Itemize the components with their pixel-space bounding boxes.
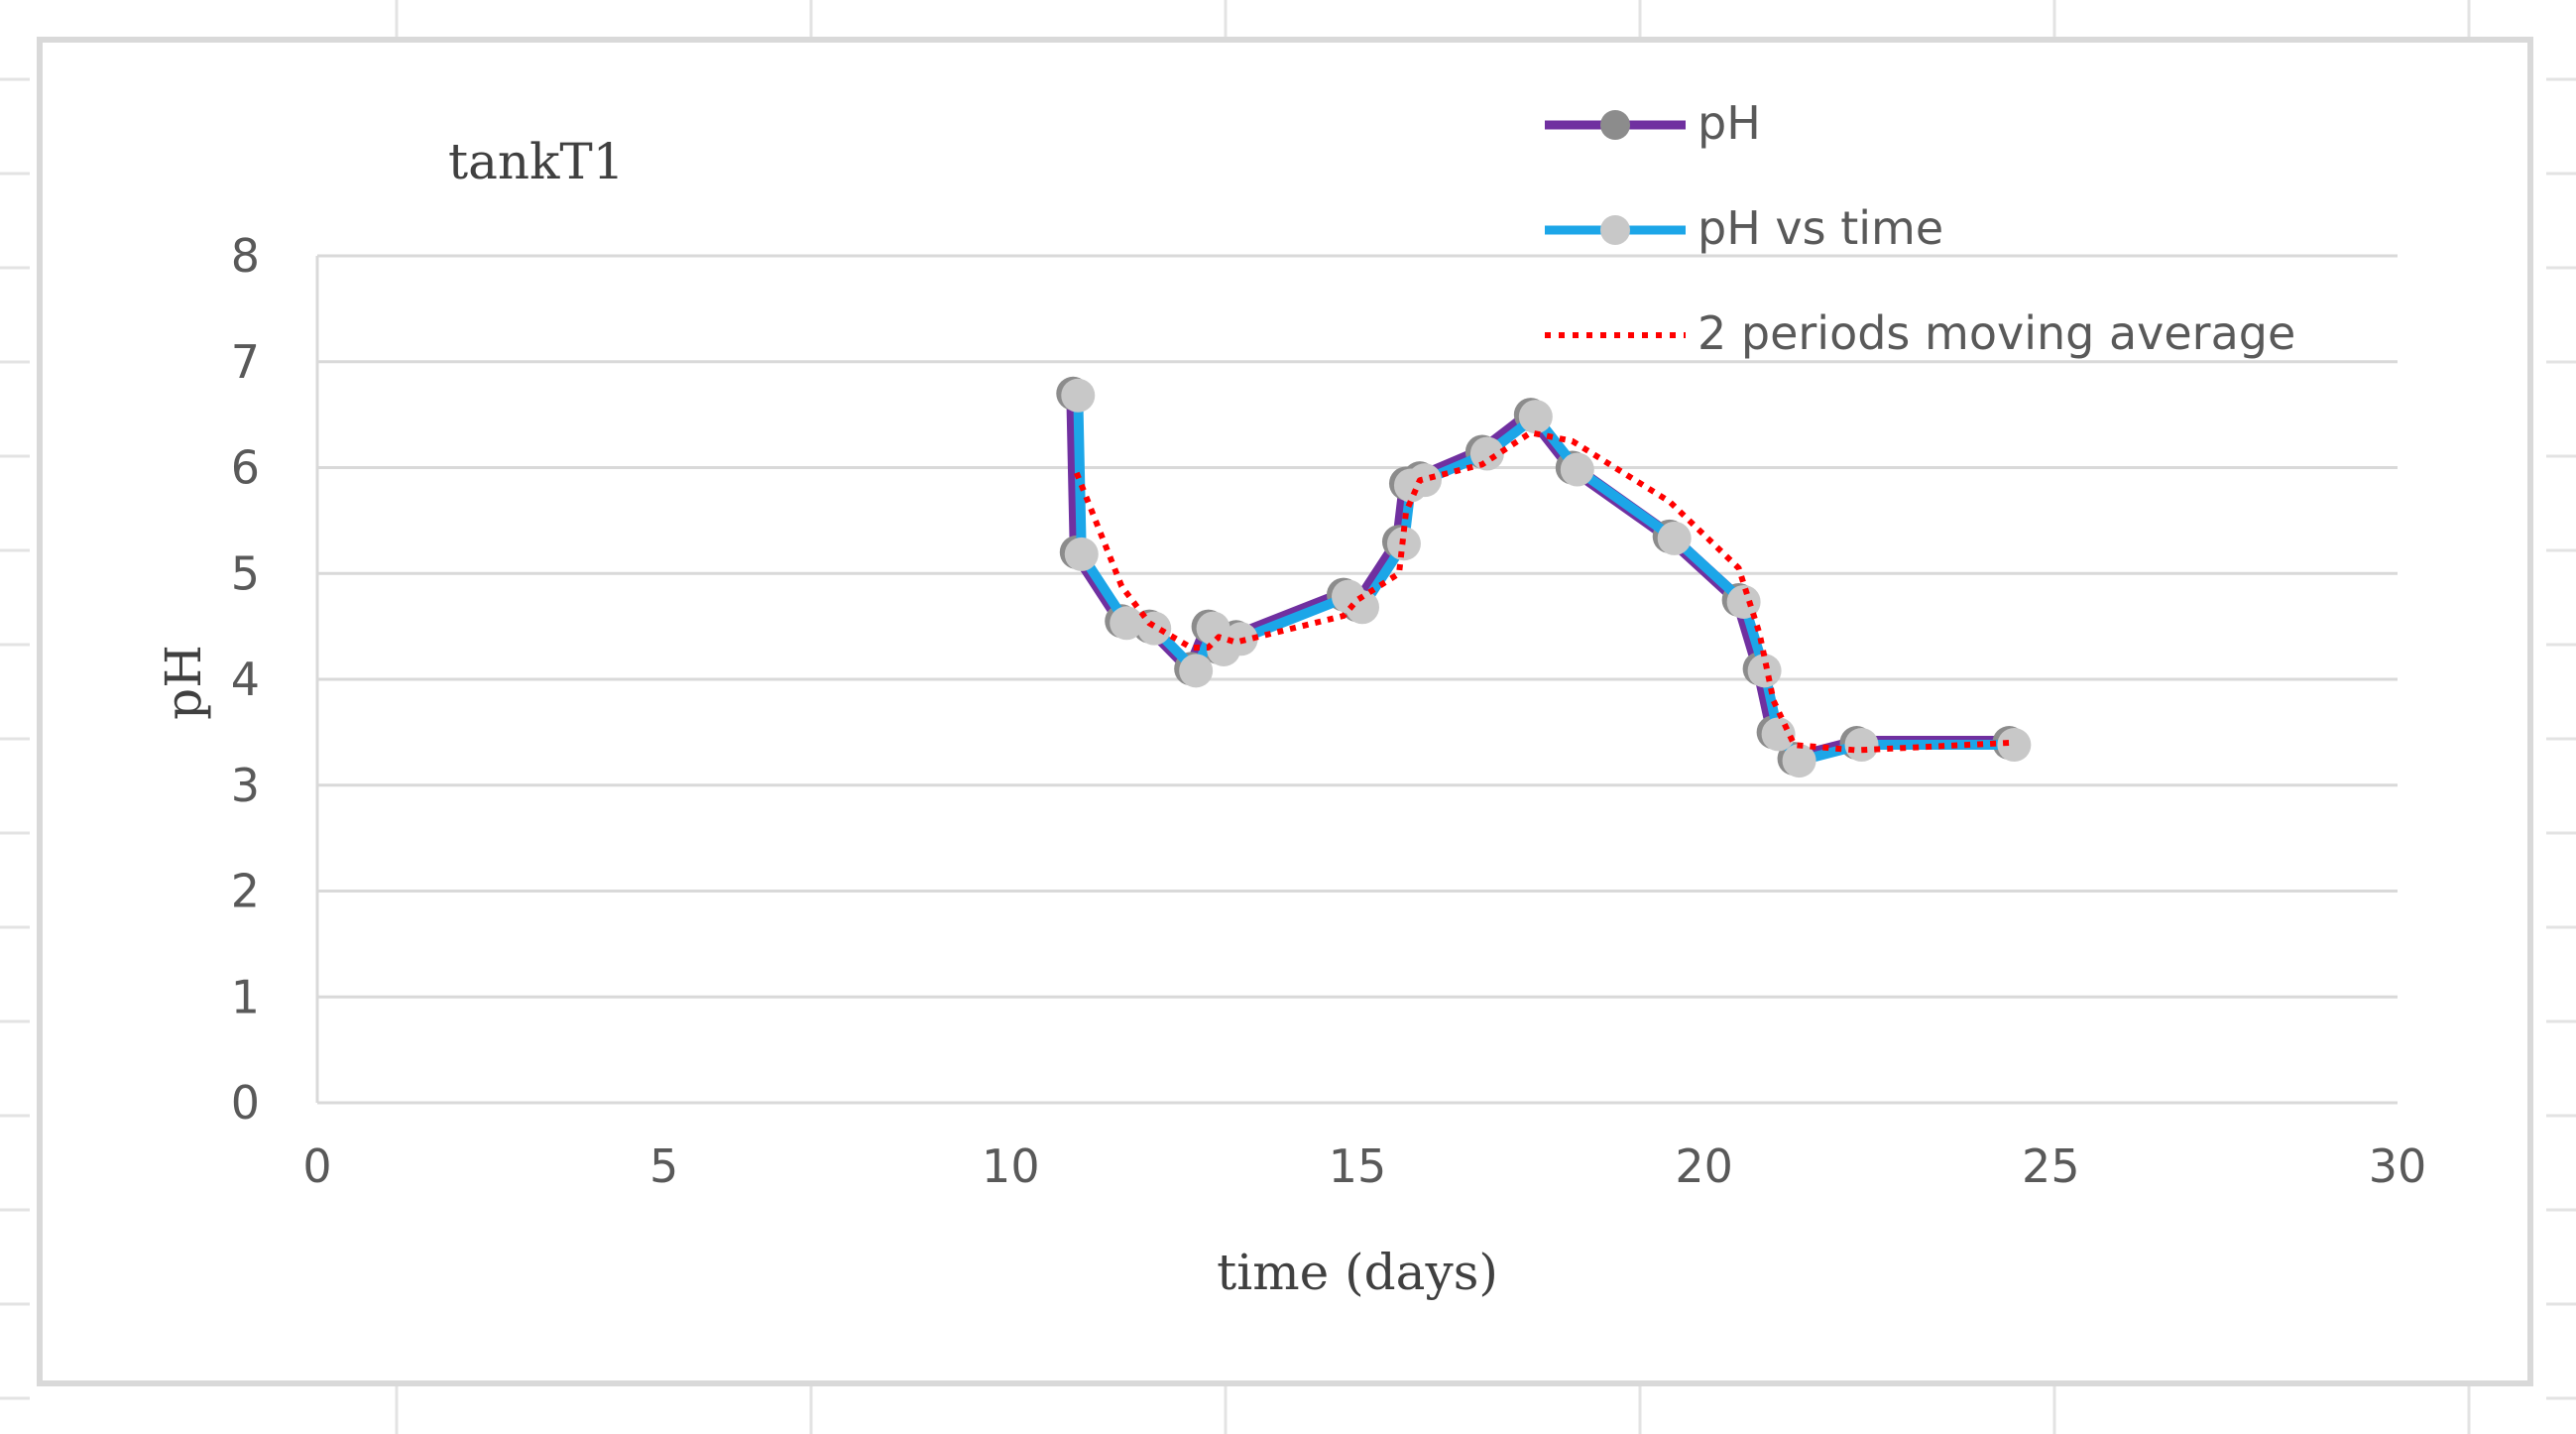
- x-tick-20: 20: [1675, 1139, 1733, 1193]
- point-ph-vs-time-13: [1469, 436, 1504, 471]
- x-tick-30: 30: [2369, 1139, 2427, 1193]
- series-line-moving-average: [1074, 429, 2010, 754]
- point-ph-vs-time-4: [1179, 654, 1214, 688]
- point-ph-vs-time-15: [1560, 452, 1594, 487]
- y-tick-1: 1: [231, 970, 260, 1023]
- point-ph-vs-time-17: [1726, 584, 1761, 619]
- chart-frame: [37, 37, 2533, 1386]
- y-tick-2: 2: [231, 865, 260, 918]
- y-tick-6: 6: [231, 441, 260, 495]
- point-ph-vs-time-14: [1518, 400, 1553, 434]
- point-ph-vs-time-22: [1997, 728, 2032, 763]
- point-ph-vs-time-18: [1747, 654, 1782, 688]
- y-tick-8: 8: [231, 229, 260, 283]
- point-ph-vs-time-2: [1110, 606, 1144, 641]
- legend-item-ph: pH: [1545, 96, 1761, 150]
- legend: pH pH vs time 2 periods moving average: [1545, 96, 2295, 360]
- x-axis-label: time (days): [1217, 1244, 1498, 1301]
- legend-item-moving-average: 2 periods moving average: [1545, 306, 2295, 360]
- legend-label-ph: pH: [1698, 96, 1761, 150]
- y-axis-label: pH: [155, 645, 212, 720]
- point-ph-vs-time-1: [1064, 537, 1099, 571]
- point-ph-vs-time-3: [1137, 611, 1172, 646]
- point-ph-vs-time-9: [1346, 590, 1379, 625]
- legend-label-moving-average: 2 periods moving average: [1698, 306, 2295, 360]
- legend-item-ph-vs-time: pH vs time: [1545, 201, 1943, 255]
- chart-title: tankT1: [448, 133, 625, 190]
- series-layer: [1056, 376, 2032, 778]
- point-ph-vs-time-0: [1061, 378, 1096, 413]
- y-tick-3: 3: [231, 759, 260, 812]
- point-ph-vs-time-16: [1657, 521, 1692, 555]
- x-tick-labels: 0 5 10 15 20 25 30: [302, 1139, 2426, 1193]
- y-tick-labels: 0 1 2 3 4 5 6 7 8: [231, 229, 260, 1130]
- y-tick-5: 5: [231, 546, 260, 600]
- y-tick-0: 0: [231, 1076, 260, 1130]
- x-tick-15: 15: [1329, 1139, 1387, 1193]
- point-ph-vs-time-12: [1407, 463, 1442, 498]
- plot-gridlines: [317, 254, 2398, 999]
- axes: [315, 256, 2398, 1105]
- x-tick-5: 5: [649, 1139, 678, 1193]
- legend-marker-ph-vs-time: [1600, 215, 1630, 245]
- point-ph-vs-time-21: [1844, 728, 1879, 763]
- legend-label-ph-vs-time: pH vs time: [1698, 201, 1943, 255]
- y-tick-7: 7: [231, 335, 260, 389]
- x-tick-10: 10: [982, 1139, 1040, 1193]
- point-ph-vs-time-19: [1761, 717, 1796, 752]
- x-tick-0: 0: [302, 1139, 331, 1193]
- y-tick-4: 4: [231, 653, 260, 706]
- point-ph-vs-time-20: [1782, 744, 1816, 778]
- legend-marker-ph: [1600, 110, 1630, 140]
- x-tick-25: 25: [2022, 1139, 2080, 1193]
